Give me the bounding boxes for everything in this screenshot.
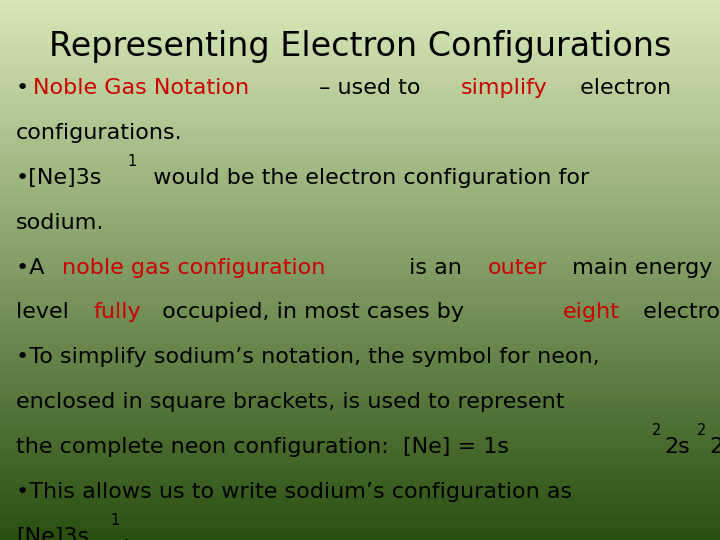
- Text: 2s: 2s: [664, 437, 690, 457]
- Text: 1: 1: [110, 513, 120, 528]
- Text: •[Ne]3s: •[Ne]3s: [16, 168, 102, 188]
- Text: electron: electron: [573, 78, 671, 98]
- Text: [Ne]3s: [Ne]3s: [16, 526, 89, 540]
- Text: level: level: [16, 302, 76, 322]
- Text: •This allows us to write sodium’s configuration as: •This allows us to write sodium’s config…: [16, 482, 572, 502]
- Text: sodium.: sodium.: [16, 213, 104, 233]
- Text: Representing Electron Configurations: Representing Electron Configurations: [49, 30, 671, 63]
- Text: Noble Gas Notation: Noble Gas Notation: [33, 78, 249, 98]
- Text: eight: eight: [562, 302, 619, 322]
- Text: .: .: [122, 526, 129, 540]
- Text: fully: fully: [94, 302, 141, 322]
- Text: simplify: simplify: [461, 78, 548, 98]
- Text: 1: 1: [127, 154, 137, 170]
- Text: configurations.: configurations.: [16, 123, 182, 143]
- Text: electrons.: electrons.: [636, 302, 720, 322]
- Text: outer: outer: [488, 258, 547, 278]
- Text: – used to: – used to: [312, 78, 428, 98]
- Text: 2: 2: [652, 423, 662, 438]
- Text: occupied, in most cases by: occupied, in most cases by: [155, 302, 471, 322]
- Text: would be the electron configuration for: would be the electron configuration for: [139, 168, 590, 188]
- Text: main energy: main energy: [564, 258, 712, 278]
- Text: •A: •A: [16, 258, 51, 278]
- Text: 2: 2: [697, 423, 706, 438]
- Text: 2p: 2p: [709, 437, 720, 457]
- Text: noble gas configuration: noble gas configuration: [62, 258, 325, 278]
- Text: is an: is an: [402, 258, 469, 278]
- Text: the complete neon configuration:  [Ne] = 1s: the complete neon configuration: [Ne] = …: [16, 437, 509, 457]
- Text: •: •: [16, 78, 29, 98]
- Text: enclosed in square brackets, is used to represent: enclosed in square brackets, is used to …: [16, 392, 564, 412]
- Text: •To simplify sodium’s notation, the symbol for neon,: •To simplify sodium’s notation, the symb…: [16, 347, 600, 367]
